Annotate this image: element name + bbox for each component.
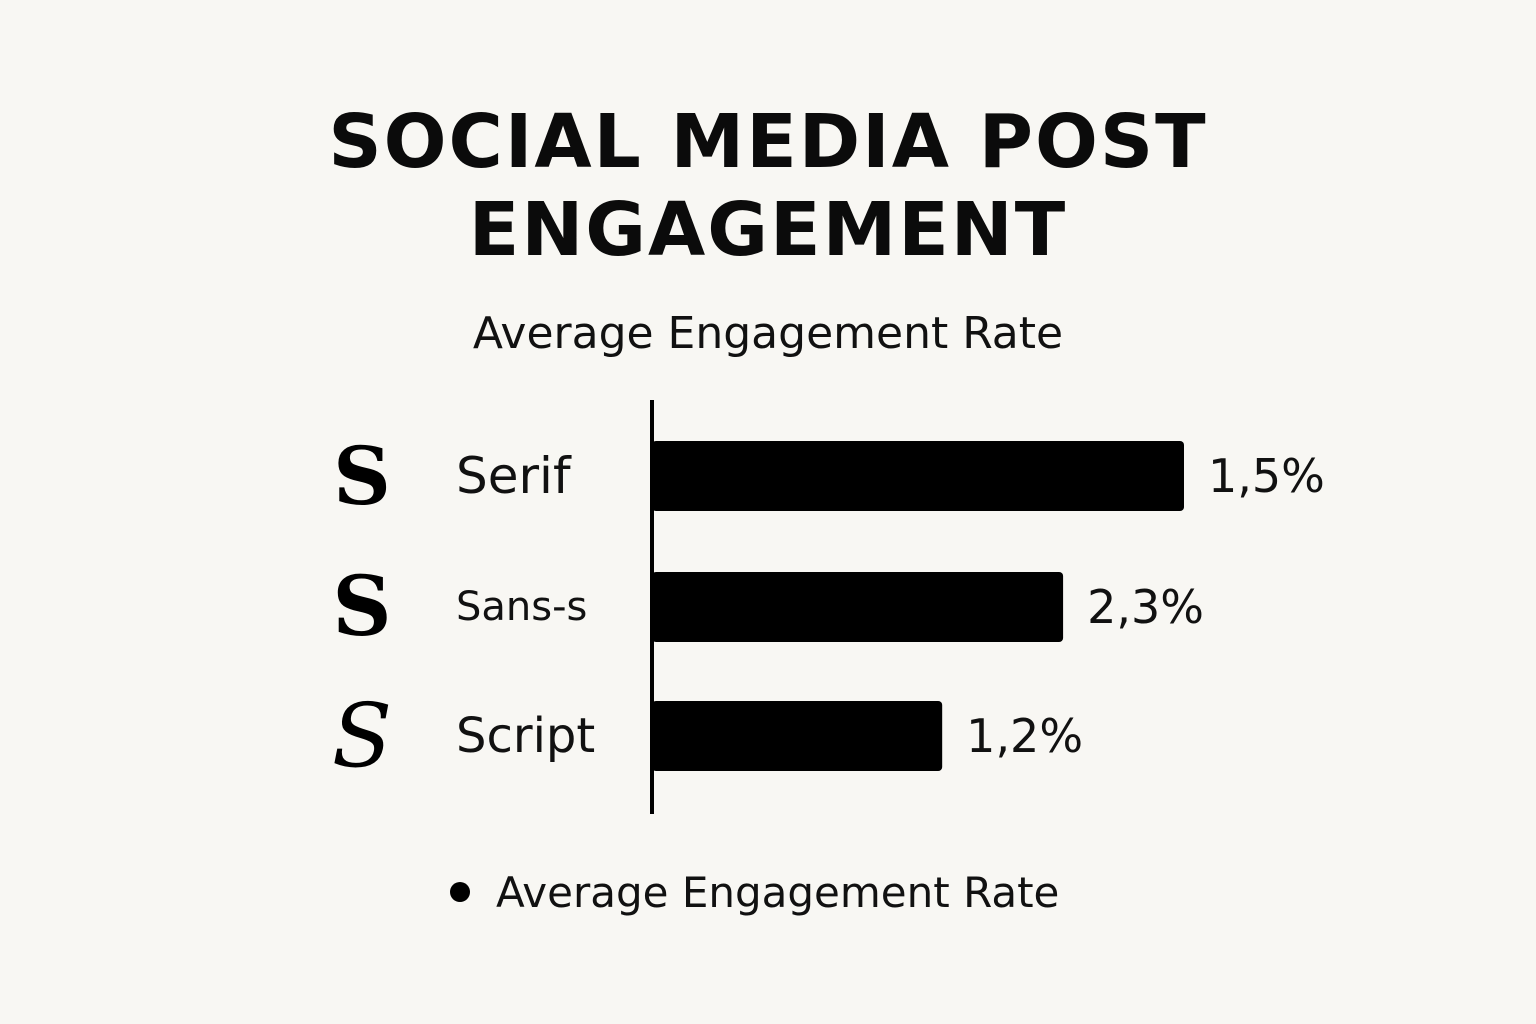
chart-subtitle: Average Engagement Rate (472, 308, 1064, 359)
bars-group: S Serif 1,5% S Sans-s 2,3% S Script 1,2% (332, 429, 1325, 788)
value-label-serif: 1,5% (1208, 449, 1325, 503)
chart-title-line-2: ENGAGEMENT (468, 187, 1068, 273)
category-label-script: Script (456, 708, 595, 764)
category-icon-script: S (332, 685, 392, 788)
category-icon-serif: S (333, 429, 391, 523)
value-label-script: 1,2% (966, 709, 1083, 763)
category-label-serif: Serif (456, 447, 572, 505)
legend-label: Average Engagement Rate (496, 867, 1060, 917)
category-icon-sans-s: S (332, 559, 391, 655)
bar-script (652, 701, 943, 771)
chart-title: SOCIAL MEDIA POST ENGAGEMENT (0, 98, 1536, 274)
value-label-sans-s: 2,3% (1087, 580, 1204, 634)
category-label-sans-s: Sans-s (456, 584, 587, 630)
bar-sans-s (652, 572, 1064, 642)
bar-serif (652, 441, 1184, 511)
legend-marker (450, 882, 470, 902)
chart-title-line-1: SOCIAL MEDIA POST (328, 99, 1208, 185)
bar-chart: S Serif 1,5% S Sans-s 2,3% S Script 1,2% (332, 400, 1325, 814)
legend: Average Engagement Rate (450, 866, 1059, 918)
